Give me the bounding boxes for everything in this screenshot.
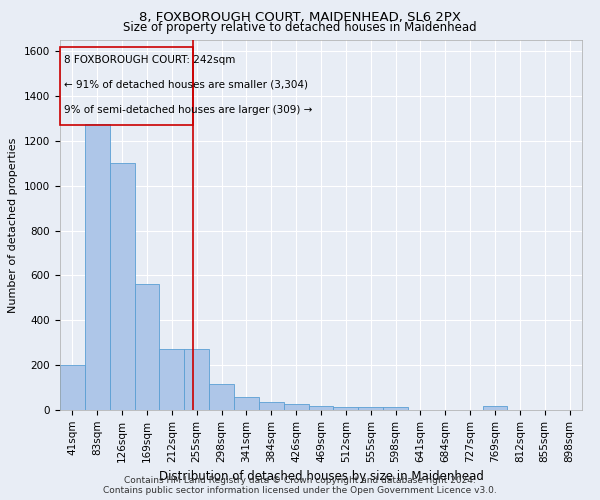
Bar (482, 406, 508, 410)
Y-axis label: Number of detached properties: Number of detached properties (8, 138, 19, 312)
X-axis label: Distribution of detached houses by size in Maidenhead: Distribution of detached houses by size … (158, 470, 484, 483)
Text: Size of property relative to detached houses in Maidenhead: Size of property relative to detached ho… (123, 21, 477, 34)
Bar (60, 365, 85, 410)
Bar (284, 404, 308, 410)
Bar (60, 46, 193, 125)
Text: ← 91% of detached houses are smaller (3,304): ← 91% of detached houses are smaller (3,… (64, 80, 308, 90)
Bar (209, 384, 234, 410)
Text: 9% of semi-detached houses are larger (309) →: 9% of semi-detached houses are larger (3… (64, 104, 312, 115)
Bar (259, 402, 284, 410)
Bar (184, 350, 209, 410)
Bar (134, 284, 160, 410)
Bar (334, 406, 358, 410)
Text: 8, FOXBOROUGH COURT, MAIDENHEAD, SL6 2PX: 8, FOXBOROUGH COURT, MAIDENHEAD, SL6 2PX (139, 11, 461, 24)
Bar (85, 124, 110, 410)
Bar (383, 406, 408, 410)
Bar (160, 350, 184, 410)
Bar (110, 164, 134, 410)
Text: 8 FOXBOROUGH COURT: 242sqm: 8 FOXBOROUGH COURT: 242sqm (64, 55, 235, 65)
Text: Contains HM Land Registry data © Crown copyright and database right 2024.
Contai: Contains HM Land Registry data © Crown c… (103, 476, 497, 495)
Bar (308, 406, 334, 410)
Bar (234, 396, 259, 410)
Bar (358, 406, 383, 410)
